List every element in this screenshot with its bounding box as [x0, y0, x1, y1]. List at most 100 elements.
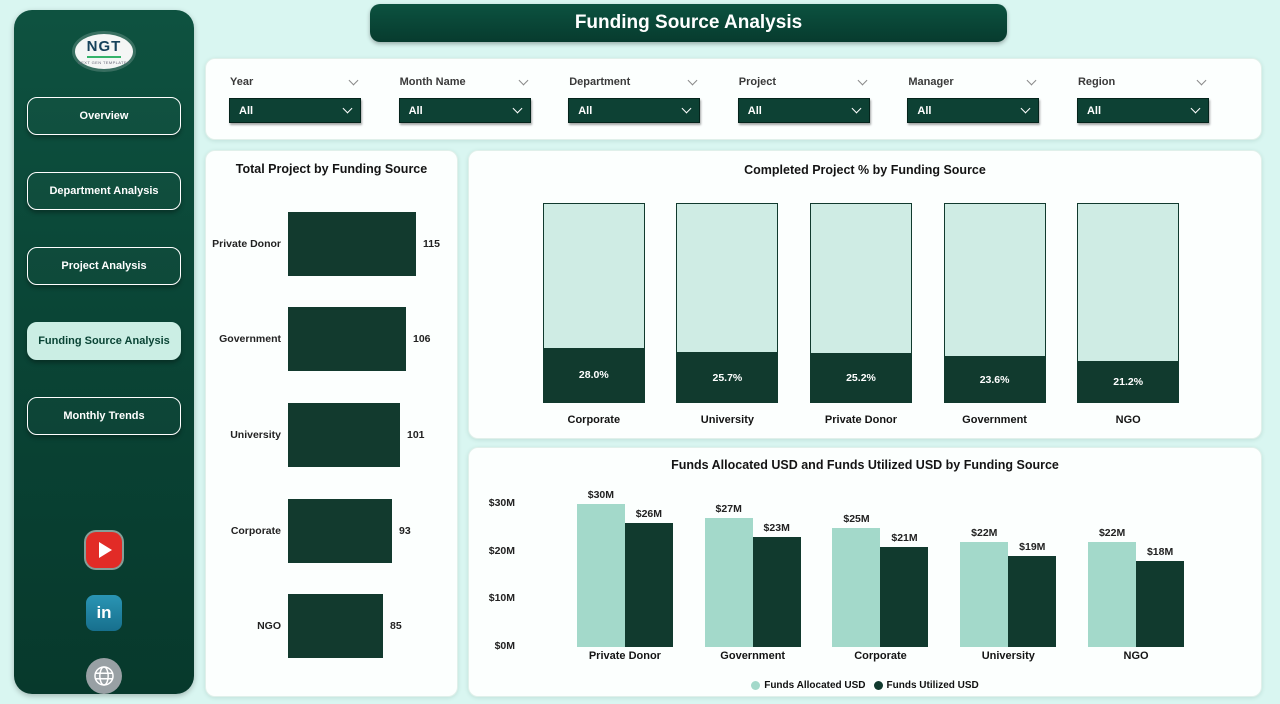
cluster-ngo: $22M $18M [1072, 504, 1200, 647]
filter-selected-value: All [408, 104, 423, 117]
bar[interactable] [288, 402, 400, 467]
category-label: Private Donor [212, 237, 281, 250]
sidebar-item-department-analysis[interactable]: Department Analysis [27, 172, 181, 210]
filter-region: Region All [1076, 71, 1209, 129]
filter-dropdown[interactable]: All [398, 98, 531, 123]
logo-subtext: NEXT GEN TEMPLATES [77, 60, 131, 65]
filter-year: Year All [229, 71, 361, 129]
completed-percent-plot: 28.0% 25.7% 25.2% 23.6% 21.2% [527, 203, 1195, 403]
bar[interactable] [288, 498, 392, 563]
stacked-bar[interactable]: 28.0% [542, 203, 645, 403]
stacked-bar[interactable]: 25.2% [809, 203, 912, 403]
y-axis-tick: $30M [488, 497, 515, 509]
chevron-down-icon[interactable] [857, 75, 868, 85]
cluster-private-donor: $30M $26M [561, 489, 689, 647]
funds-plot: $30M $26M $27M $23M $25M $21M $22M $19M $22M $18M [561, 489, 1200, 647]
filter-label: Region [1077, 76, 1116, 88]
percent-label: 25.7% [712, 371, 743, 384]
bar-funds-allocated-usd[interactable]: $25M [832, 513, 881, 647]
funds-legend: Funds Allocated USD Funds Utilized USD [469, 680, 1261, 691]
filter-header: Year [229, 71, 361, 91]
chevron-down-icon[interactable] [1026, 75, 1037, 85]
completed-segment[interactable]: 25.2% [809, 353, 912, 403]
legend-label: Funds Utilized USD [886, 680, 979, 691]
completed-segment[interactable]: 23.6% [943, 356, 1046, 403]
filter-project: Project All [737, 71, 870, 129]
total-projects-card: Total Project by Funding Source Private … [205, 150, 458, 697]
category-label: Private Donor [588, 650, 661, 662]
stacked-column-corporate: 28.0% [527, 203, 661, 403]
youtube-icon[interactable] [86, 532, 122, 568]
bar-row-university: University 101 [212, 387, 451, 483]
percent-label: 25.2% [846, 372, 876, 385]
chevron-down-icon[interactable] [687, 75, 698, 85]
completed-percent-categories: Corporate University Private Donor Governme… [527, 414, 1195, 426]
app-logo: NGT NEXT GEN TEMPLATES [75, 34, 133, 69]
cluster-corporate: $25M $21M [817, 504, 945, 647]
bar-funds-utilized-usd[interactable]: $19M [1008, 541, 1057, 647]
stacked-bar[interactable]: 23.6% [943, 203, 1046, 403]
chevron-down-icon [1020, 103, 1031, 114]
percent-label: 21.2% [1113, 376, 1144, 389]
filter-header: Manager [907, 71, 1039, 91]
value-label: $25M [843, 513, 870, 525]
bar-funds-utilized-usd[interactable]: $26M [624, 508, 673, 647]
funds-categories: Private Donor Government Corporate Universi… [561, 650, 1200, 662]
cluster-university: $22M $19M [944, 504, 1072, 647]
filter-dropdown[interactable]: All [1076, 98, 1209, 123]
value-label: 101 [407, 428, 425, 441]
website-icon[interactable] [86, 658, 122, 694]
completed-segment[interactable]: 21.2% [1077, 361, 1180, 403]
category-label: University [981, 650, 1035, 662]
stacked-bar[interactable]: 21.2% [1077, 203, 1180, 403]
category-label: NGO [1123, 650, 1149, 662]
legend-dot-icon [873, 681, 883, 690]
bar-funds-utilized-usd[interactable]: $18M [1136, 546, 1185, 647]
chevron-down-icon[interactable] [1196, 75, 1207, 85]
legend-label: Funds Allocated USD [764, 680, 866, 691]
value-label: 106 [413, 333, 431, 346]
category-label: University [230, 428, 281, 441]
stacked-bar[interactable]: 25.7% [676, 203, 779, 403]
stacked-column-university: 25.7% [661, 203, 795, 403]
category-label: Government [720, 650, 786, 662]
value-label: $18M [1146, 546, 1174, 558]
bar-funds-allocated-usd[interactable]: $27M [704, 503, 753, 647]
filter-dropdown[interactable]: All [737, 98, 870, 123]
filter-dropdown[interactable]: All [568, 98, 701, 123]
sidebar-item-project-analysis[interactable]: Project Analysis [27, 247, 181, 285]
social-links: in [86, 532, 122, 694]
filter-header: Month Name [399, 71, 531, 91]
chevron-down-icon[interactable] [348, 75, 359, 85]
chevron-down-icon [342, 103, 353, 114]
category-label: NGO [1115, 414, 1141, 426]
filter-label: Year [230, 76, 254, 88]
bar[interactable] [288, 307, 406, 372]
bar[interactable] [288, 594, 383, 659]
sidebar-nav: Overview Department Analysis Project Analy… [14, 97, 194, 472]
bar-funds-allocated-usd[interactable]: $30M [576, 489, 625, 647]
bar-funds-utilized-usd[interactable]: $23M [752, 522, 801, 647]
filter-dropdown[interactable]: All [907, 98, 1040, 123]
bar-row-ngo: NGO 85 [212, 578, 451, 674]
linkedin-icon[interactable]: in [86, 595, 122, 631]
bar-funds-utilized-usd[interactable]: $21M [880, 532, 929, 647]
bar[interactable] [288, 211, 416, 276]
sidebar-item-funding-source-analysis[interactable]: Funding Source Analysis [27, 322, 181, 360]
completed-segment[interactable]: 25.7% [676, 352, 779, 403]
bar-row-government: Government 106 [212, 292, 451, 388]
bar-funds-allocated-usd[interactable]: $22M [960, 527, 1009, 647]
filter-dropdown[interactable]: All [229, 98, 361, 123]
bar-funds-allocated-usd[interactable]: $22M [1088, 527, 1137, 647]
bar-row-private-donor: Private Donor 115 [212, 196, 451, 292]
completed-segment[interactable]: 28.0% [542, 347, 645, 403]
chevron-down-icon[interactable] [518, 75, 529, 85]
sidebar-item-monthly-trends[interactable]: Monthly Trends [27, 397, 181, 435]
sidebar-item-overview[interactable]: Overview [27, 97, 181, 135]
category-label: Private Donor [824, 414, 898, 426]
chevron-down-icon [512, 103, 523, 114]
stacked-column-ngo: 21.2% [1061, 203, 1195, 403]
value-label: $22M [971, 527, 998, 539]
filter-selected-value: All [747, 104, 762, 117]
chevron-down-icon [851, 103, 862, 114]
